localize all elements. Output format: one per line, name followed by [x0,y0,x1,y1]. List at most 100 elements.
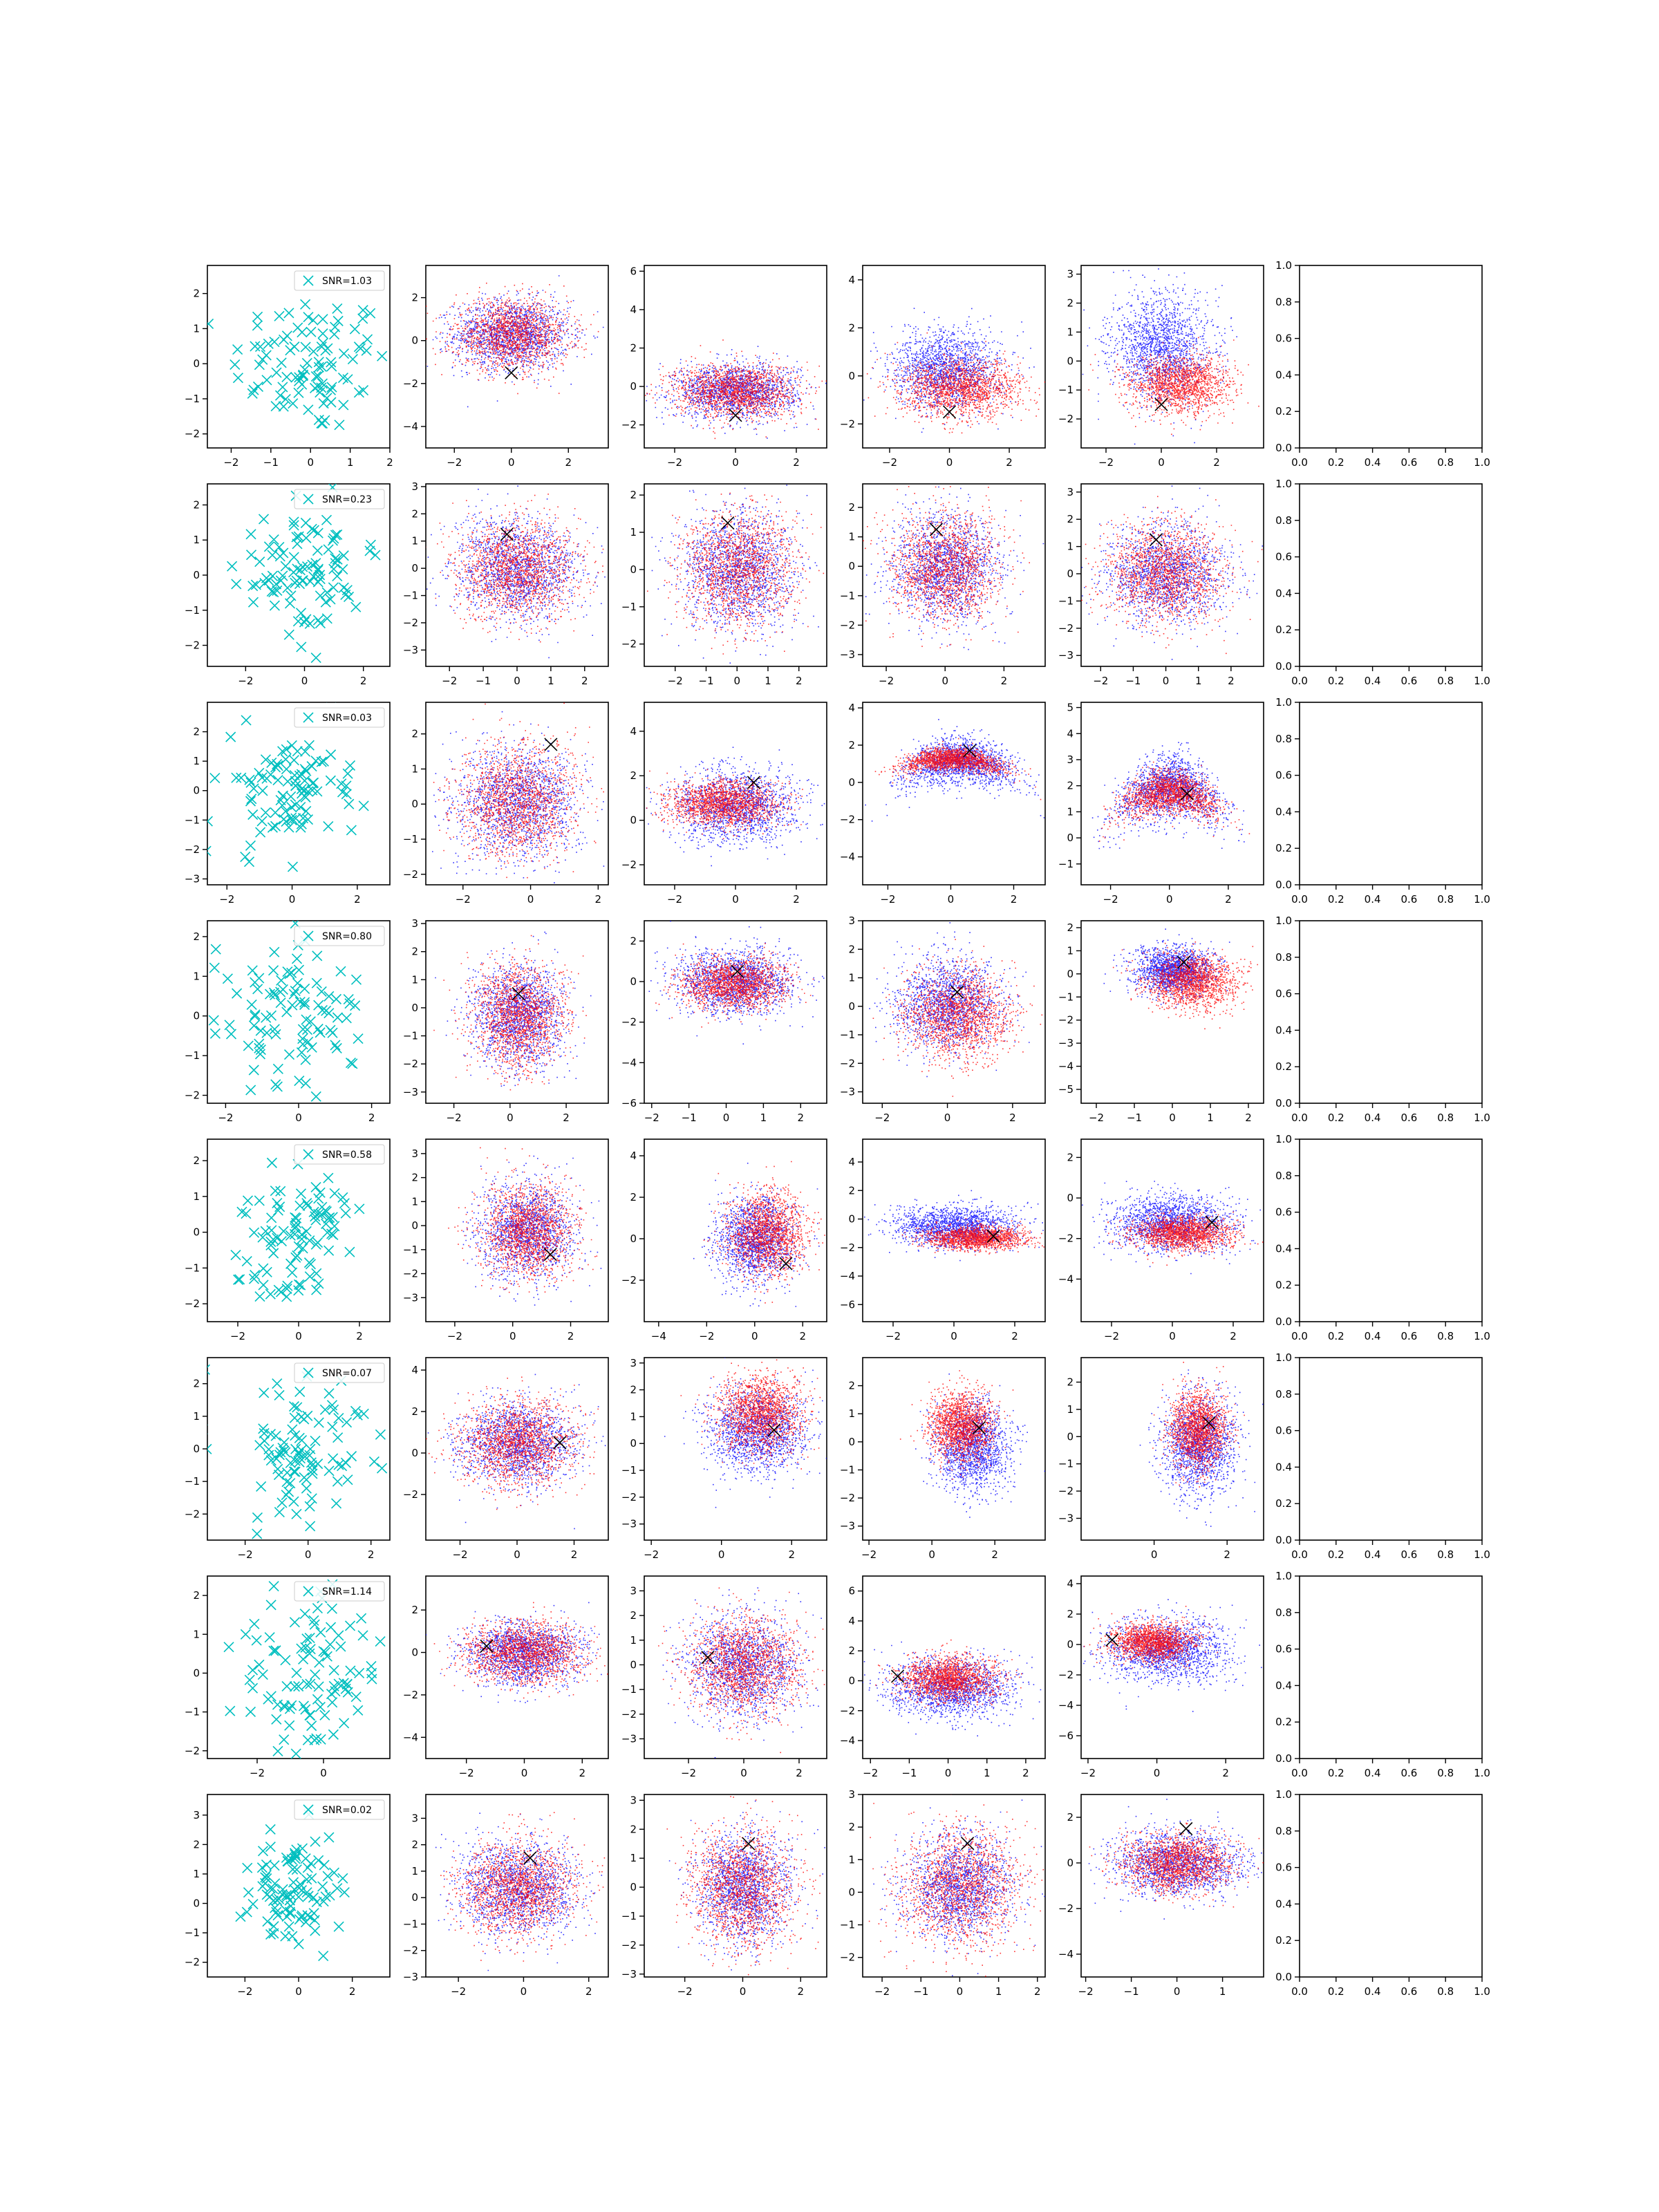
x-tick-label: 2 [386,456,393,469]
x-tick-label: 0 [1169,1112,1176,1124]
x-tick-label: 2 [1011,1330,1018,1342]
x-tick-label: −2 [451,1985,466,1998]
y-tick-label: −2 [840,619,855,631]
legend: SNR=1.14 [294,1582,384,1601]
legend: SNR=0.03 [294,708,384,727]
y-tick-label: 0.2 [1275,1060,1292,1073]
y-tick-label: 2 [630,1823,637,1835]
y-tick-label: 0.4 [1275,368,1292,381]
y-tick-label: 0.6 [1275,332,1292,345]
y-tick-label: 1 [1067,944,1074,957]
y-tick-label: 5 [1067,702,1074,714]
x-tick-label: 0 [521,1985,527,1998]
sample-points [236,1810,349,1989]
y-tick-label: −2 [621,1708,637,1721]
y-tick-label: −1 [840,1029,855,1041]
y-tick-label: −1 [185,393,200,405]
y-tick-label: 2 [193,1154,200,1167]
y-tick-label: −1 [621,1464,637,1477]
y-tick-label: 2 [1067,921,1074,934]
y-tick-label: −3 [621,1518,637,1530]
y-tick-label: 1 [1067,805,1074,818]
x-tick-label: 2 [360,675,367,687]
x-tick-label: 2 [1001,675,1008,687]
x-tick-label: 2 [793,893,800,906]
y-tick-label: 4 [630,303,637,316]
blue-series-points [664,1353,853,1508]
x-tick-label: 0.4 [1365,1985,1381,1998]
x-tick-label: −2 [237,1985,252,1998]
y-tick-label: 0.0 [1275,1097,1292,1109]
x-tick-label: 2 [581,675,588,687]
overlay-points [1074,268,1266,451]
x-tick-label: −2 [668,675,683,687]
x-tick-label: 1 [1207,1112,1214,1124]
blue-series-points [626,346,836,438]
x-tick-label: −2 [447,1330,462,1342]
y-tick-label: 1 [411,973,418,986]
y-tick-label: −1 [403,1244,418,1256]
y-tick-label: 1.0 [1275,696,1292,709]
red-series-points [869,1790,1057,1987]
y-tick-label: 1 [848,972,855,984]
axes-frame [1300,1576,1482,1759]
y-tick-label: −2 [185,843,200,856]
x-tick-label: −2 [667,893,682,906]
legend-label: SNR=0.58 [322,1150,372,1161]
x-tick-label: 0.0 [1291,1548,1308,1561]
y-tick-label: −1 [1058,1458,1074,1470]
y-tick-label: 2 [630,1191,637,1203]
y-tick-label: −2 [185,1745,200,1757]
y-tick-label: −3 [840,648,855,661]
y-tick-label: −2 [621,638,637,650]
x-tick-label: 0.6 [1400,675,1417,687]
red-series-points [655,943,814,1027]
x-tick-label: −2 [644,1112,659,1124]
y-tick-label: 0 [848,1000,855,1013]
y-tick-label: 3 [1067,753,1074,766]
x-tick-label: 2 [799,1330,806,1342]
y-tick-label: −1 [403,590,418,602]
y-tick-label: −1 [185,814,200,826]
x-tick-label: 1 [760,1112,767,1124]
red-series-points [1113,941,1258,1029]
x-tick-label: −2 [677,1985,693,1998]
y-tick-label: 2 [193,1589,200,1602]
x-tick-label: 0 [733,675,740,687]
y-tick-label: 2 [411,1172,418,1184]
x-tick-label: 0 [740,1985,747,1998]
y-tick-label: 0 [193,1443,200,1455]
x-tick-label: 0 [514,1548,521,1561]
x-tick-label: 0.0 [1291,456,1308,469]
sample-point-marks [198,1365,411,1539]
y-tick-label: 0 [193,569,200,581]
legend-label: SNR=1.03 [322,276,372,287]
y-tick-label: 6 [630,265,637,277]
overlay-points [623,458,856,676]
y-tick-label: 1 [630,1410,637,1423]
overlay-panel: −2 0 2−4−202 [403,265,616,469]
y-tick-label: −3 [403,1086,418,1098]
x-tick-label: 0.8 [1437,1330,1454,1342]
blue-series-points [1062,1599,1262,1712]
axes-frame [644,1139,827,1322]
x-tick-label: 0 [946,456,953,469]
y-tick-label: 0 [848,1436,855,1448]
y-tick-label: 3 [630,1794,637,1806]
x-tick-label: 0 [1163,675,1170,687]
overlay-points [1030,1181,1266,1274]
y-tick-label: −1 [403,1918,418,1930]
y-tick-label: 0.8 [1275,733,1292,745]
axes-frame [644,921,827,1103]
x-tick-label: −2 [250,1767,265,1779]
overlay-points [639,921,845,1044]
x-tick-label: 1.0 [1474,1548,1490,1561]
y-tick-label: −2 [840,1705,855,1717]
